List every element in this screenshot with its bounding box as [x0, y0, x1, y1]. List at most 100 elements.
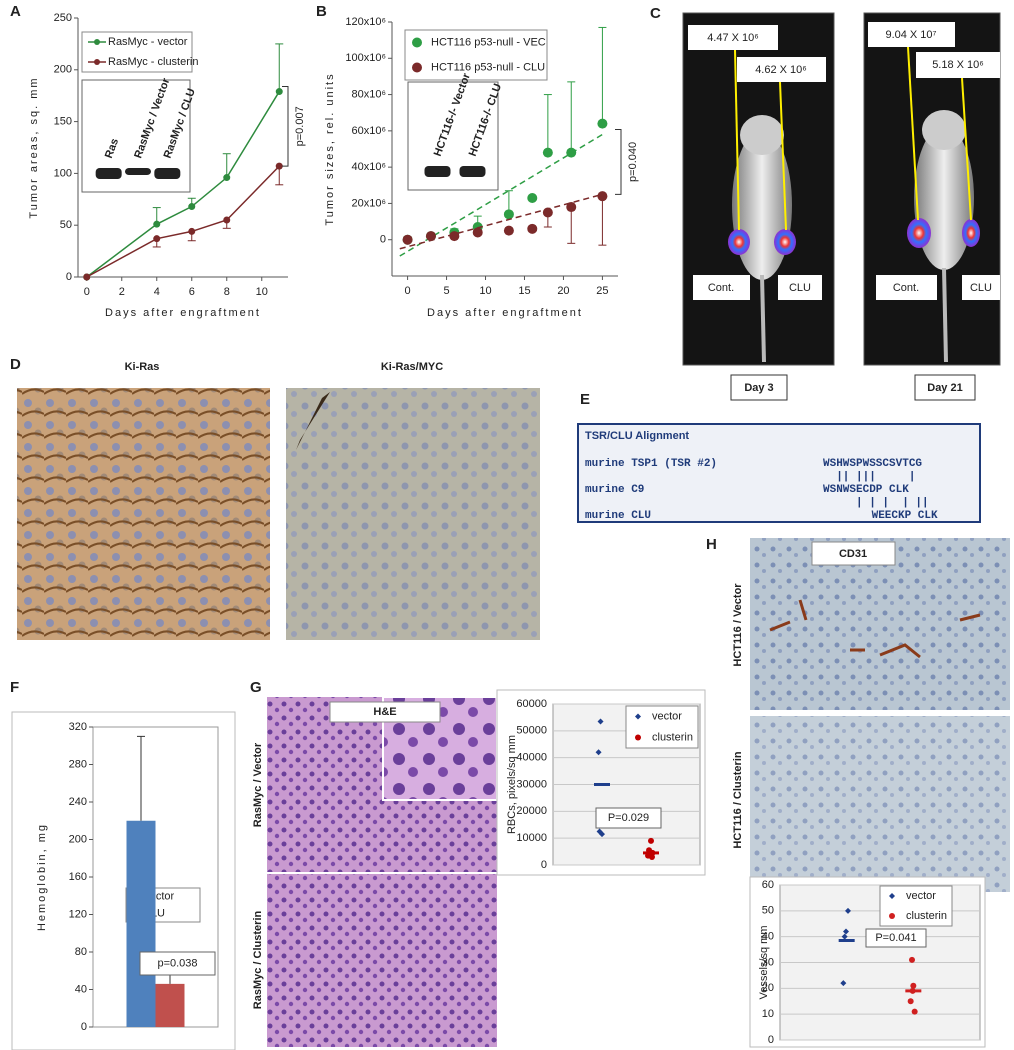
alignment-box [577, 423, 981, 523]
y-tick-label: 50000 [516, 725, 547, 737]
x-tick-label: 8 [224, 286, 230, 298]
data-point [83, 273, 91, 281]
y-tick-label: 0 [66, 271, 72, 283]
y-tick-label: 60x10⁶ [352, 125, 387, 137]
stain-label: H&E [373, 706, 396, 718]
legend-swatch [412, 37, 422, 48]
y-tick-label: 10 [762, 1008, 774, 1020]
panel-label: D [10, 356, 21, 373]
label-box [811, 541, 896, 566]
legend-label: HCT116 p53-null - CLU [431, 61, 545, 73]
pointer [734, 49, 740, 231]
y-tick-label: 150 [54, 116, 72, 128]
panel-label: H [706, 536, 717, 553]
data-point [595, 749, 602, 756]
data-point [909, 956, 915, 963]
y-tick-label: 50 [762, 905, 774, 917]
y-tick-label: 40x10⁶ [352, 161, 387, 173]
data-point [503, 209, 514, 220]
data-point [597, 718, 604, 725]
legend-swatch [94, 59, 100, 65]
y-tick-label: 30 [762, 956, 774, 968]
y-tick-label: 0 [380, 234, 386, 246]
y-tick-label: 0 [81, 1021, 87, 1033]
mouse-label: Cont. [893, 282, 919, 294]
day-label: Day 3 [744, 382, 773, 394]
stain-label: CD31 [839, 548, 867, 560]
x-tick-label: 6 [189, 286, 195, 298]
legend-label: vector [652, 710, 682, 722]
trend-line [399, 193, 603, 250]
legend-swatch [889, 913, 895, 919]
sequence-name: murine TSP1 (TSR #2) [585, 458, 717, 470]
legend-label: vector [906, 890, 936, 902]
mouse [740, 115, 784, 155]
significance-bracket [282, 86, 289, 167]
data-point [527, 192, 538, 203]
x-tick-label: 4 [154, 286, 160, 298]
legend-swatch [889, 893, 895, 899]
data-point [648, 853, 655, 860]
y-tick-label: 40000 [516, 752, 547, 764]
mouse-label: CLU [970, 282, 992, 294]
image-title: Ki-Ras/MYC [381, 361, 443, 373]
x-tick-label: 20 [557, 285, 569, 297]
label-box [916, 52, 1000, 78]
y-axis-label: Hemoglobin, mg [36, 823, 48, 931]
data-point [188, 203, 196, 211]
vessel-stain [769, 599, 981, 659]
micrograph [17, 388, 270, 640]
x-axis-label: Days after engraftment [427, 307, 583, 319]
y-tick-label: 100 [54, 167, 72, 179]
y-tick-label: 240 [69, 796, 87, 808]
y-tick-label: 80 [75, 946, 87, 958]
signal [907, 218, 931, 248]
y-tick-label: 280 [69, 758, 87, 770]
data-point [599, 831, 605, 838]
panel-label: C [650, 5, 661, 22]
label-box [778, 275, 822, 300]
panel-label: E [580, 391, 590, 408]
signal-label: 4.62 X 10⁶ [755, 64, 807, 76]
alignment-connector: | | | | || [823, 497, 929, 509]
x-tick-label: 15 [518, 285, 530, 297]
data-point [472, 227, 483, 238]
blot-band [125, 168, 151, 175]
label-box [868, 22, 955, 47]
bar [126, 820, 156, 1027]
signal-label: 5.18 X 10⁶ [932, 59, 984, 71]
annotation: p=0.040 [627, 142, 639, 182]
y-tick-label: 120 [69, 908, 87, 920]
x-axis-label: Days after engraftment [105, 307, 261, 319]
panel-label: B [316, 3, 327, 20]
label-box [329, 701, 441, 723]
day-label: Day 21 [927, 382, 962, 394]
legend-label: clusterin [652, 731, 693, 743]
y-tick-label: 160 [69, 871, 87, 883]
label-box [730, 374, 788, 401]
data-point [845, 907, 851, 914]
sequence-name: murine CLU [585, 510, 651, 522]
row-label: RasMyc / Vector [252, 742, 264, 827]
y-tick-label: 20x10⁶ [352, 197, 387, 209]
blot-band [95, 168, 122, 179]
sequence: WSNWSECDP CLK [823, 484, 909, 496]
y-tick-label: 100x10⁶ [345, 52, 386, 64]
row-label: HCT116 / Clusterin [732, 751, 744, 848]
label-box [962, 275, 1000, 300]
y-axis-label: RBCs, pixels/sq mm [506, 735, 518, 834]
legend-swatch [412, 62, 422, 73]
data-point [153, 235, 161, 243]
data-point [503, 225, 514, 236]
data-point [841, 933, 848, 940]
micrograph [267, 874, 497, 1047]
sequence: WEECKP CLK [865, 510, 938, 522]
data-point [840, 980, 847, 987]
signal-label: 4.47 X 10⁶ [707, 32, 759, 44]
y-tick-label: 60 [762, 879, 774, 891]
image-title: Ki-Ras [125, 361, 160, 373]
y-axis-label: Vessels/sq mm [758, 926, 770, 1000]
y-axis-label: Tumor areas, sq. mm [28, 76, 40, 218]
label-box [876, 275, 937, 300]
annotation: p=0.007 [294, 106, 306, 146]
